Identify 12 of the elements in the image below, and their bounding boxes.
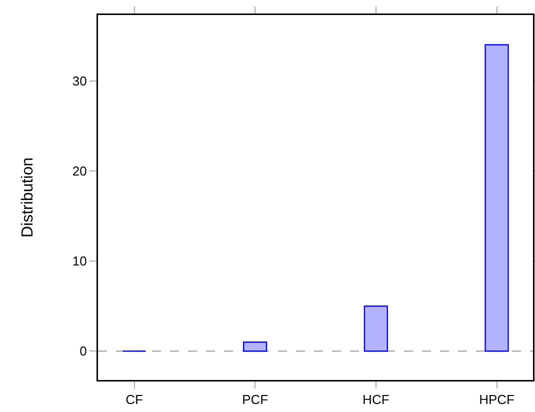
- bar: [484, 44, 509, 352]
- y-tick-label: 0: [80, 344, 87, 359]
- x-tick-label: CF: [126, 392, 143, 408]
- x-tick-label: HCF: [362, 392, 390, 408]
- x-tick-label: PCF: [242, 392, 268, 408]
- x-tick-label: HPCF: [479, 392, 514, 408]
- y-tick-label: 10: [72, 254, 87, 269]
- bar: [364, 306, 388, 352]
- bar: [243, 342, 268, 352]
- y-tick-label: 30: [72, 73, 87, 88]
- y-tick-label: 20: [72, 163, 87, 178]
- y-axis-title: Distribution: [20, 157, 37, 238]
